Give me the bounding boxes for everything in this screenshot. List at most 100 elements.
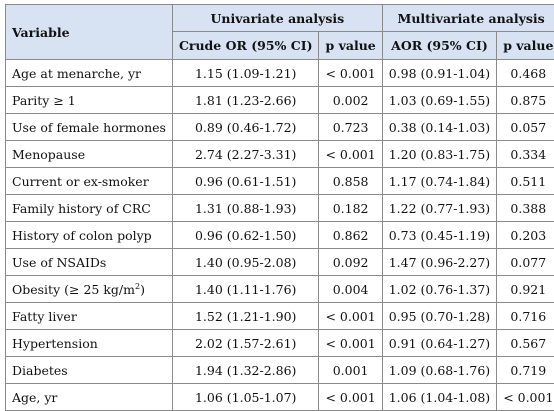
- row-variable-tail: ): [140, 282, 145, 297]
- cell-p-value-multivariate: 0.921: [497, 276, 554, 303]
- row-variable-text: Family history of CRC: [12, 201, 151, 216]
- row-variable-text: Age, yr: [12, 390, 57, 405]
- cell-crude-or: 0.96 (0.62-1.50): [172, 222, 319, 249]
- cell-crude-or: 1.52 (1.21-1.90): [172, 303, 319, 330]
- row-variable-text: Hypertension: [12, 336, 98, 351]
- cell-crude-or: 1.15 (1.09-1.21): [172, 60, 319, 87]
- row-variable-label: Age at menarche, yr: [6, 60, 173, 87]
- cell-crude-or: 1.31 (0.88-1.93): [172, 195, 319, 222]
- row-variable-label: Menopause: [6, 141, 173, 168]
- cell-p-value-multivariate: 0.203: [497, 222, 554, 249]
- table-row: Obesity (≥ 25 kg/m2)1.40 (1.11-1.76)0.00…: [6, 276, 554, 303]
- cell-p-value-univariate: 0.002: [319, 87, 382, 114]
- cell-p-value-multivariate: 0.719: [497, 357, 554, 384]
- cell-crude-or: 1.06 (1.05-1.07): [172, 384, 319, 411]
- cell-aor: 0.38 (0.14-1.03): [382, 114, 496, 141]
- cell-p-value-univariate: 0.001: [319, 357, 382, 384]
- cell-crude-or: 1.94 (1.32-2.86): [172, 357, 319, 384]
- table-header: Variable Univariate analysis Multivariat…: [6, 5, 554, 60]
- cell-p-value-multivariate: 0.511: [497, 168, 554, 195]
- cell-crude-or: 0.96 (0.61-1.51): [172, 168, 319, 195]
- row-variable-text: Use of NSAIDs: [12, 255, 106, 270]
- header-p-value-multivariate: p value: [497, 32, 554, 60]
- cell-p-value-univariate: 0.182: [319, 195, 382, 222]
- row-variable-text: Parity ≥ 1: [12, 93, 76, 108]
- cell-p-value-univariate: 0.004: [319, 276, 382, 303]
- cell-crude-or: 2.74 (2.27-3.31): [172, 141, 319, 168]
- cell-p-value-univariate: 0.092: [319, 249, 382, 276]
- cell-p-value-univariate: 0.858: [319, 168, 382, 195]
- row-variable-label: History of colon polyp: [6, 222, 173, 249]
- row-variable-label: Parity ≥ 1: [6, 87, 173, 114]
- cell-crude-or: 0.89 (0.46-1.72): [172, 114, 319, 141]
- cell-p-value-univariate: 0.862: [319, 222, 382, 249]
- cell-p-value-multivariate: 0.716: [497, 303, 554, 330]
- cell-aor: 1.47 (0.96-2.27): [382, 249, 496, 276]
- cell-p-value-multivariate: 0.388: [497, 195, 554, 222]
- cell-aor: 1.22 (0.77-1.93): [382, 195, 496, 222]
- table-row: Age at menarche, yr 1.15 (1.09-1.21)< 0.0…: [6, 60, 554, 87]
- row-variable-label: Use of female hormones: [6, 114, 173, 141]
- cell-crude-or: 1.81 (1.23-2.66): [172, 87, 319, 114]
- cell-p-value-multivariate: 0.057: [497, 114, 554, 141]
- table-row: Family history of CRC 1.31 (0.88-1.93)0.1…: [6, 195, 554, 222]
- row-variable-text: Current or ex-smoker: [12, 174, 149, 189]
- cell-aor: 1.20 (0.83-1.75): [382, 141, 496, 168]
- cell-crude-or: 2.02 (1.57-2.61): [172, 330, 319, 357]
- row-variable-label: Use of NSAIDs: [6, 249, 173, 276]
- row-variable-text: Fatty liver: [12, 309, 77, 324]
- row-variable-label: Age, yr: [6, 384, 173, 411]
- header-univariate: Univariate analysis: [172, 5, 382, 32]
- cell-crude-or: 1.40 (0.95-2.08): [172, 249, 319, 276]
- header-crude-or: Crude OR (95% CI): [172, 32, 319, 60]
- cell-aor: 1.06 (1.04-1.08): [382, 384, 496, 411]
- cell-p-value-univariate: 0.723: [319, 114, 382, 141]
- header-variable: Variable: [6, 5, 173, 60]
- row-variable-text: Age at menarche, yr: [12, 66, 141, 81]
- cell-aor: 1.17 (0.74-1.84): [382, 168, 496, 195]
- cell-aor: 0.91 (0.64-1.27): [382, 330, 496, 357]
- cell-p-value-univariate: < 0.001: [319, 60, 382, 87]
- row-variable-label: Obesity (≥ 25 kg/m2): [6, 276, 173, 303]
- header-multivariate: Multivariate analysis: [382, 5, 554, 32]
- row-variable-text: Menopause: [12, 147, 85, 162]
- row-variable-text: Use of female hormones: [12, 120, 166, 135]
- cell-aor: 0.98 (0.91-1.04): [382, 60, 496, 87]
- header-p-value-univariate: p value: [319, 32, 382, 60]
- header-aor: AOR (95% CI): [382, 32, 496, 60]
- row-variable-label: Fatty liver: [6, 303, 173, 330]
- header-row-groups: Variable Univariate analysis Multivariat…: [6, 5, 554, 32]
- row-variable-text: Diabetes: [12, 363, 68, 378]
- cell-p-value-univariate: < 0.001: [319, 330, 382, 357]
- cell-aor: 1.09 (0.68-1.76): [382, 357, 496, 384]
- cell-aor: 1.03 (0.69-1.55): [382, 87, 496, 114]
- cell-p-value-multivariate: 0.567: [497, 330, 554, 357]
- row-variable-label: Hypertension: [6, 330, 173, 357]
- row-variable-label: Current or ex-smoker: [6, 168, 173, 195]
- cell-p-value-univariate: < 0.001: [319, 384, 382, 411]
- cell-p-value-multivariate: 0.334: [497, 141, 554, 168]
- cell-crude-or: 1.40 (1.11-1.76): [172, 276, 319, 303]
- cell-p-value-multivariate: 0.468: [497, 60, 554, 87]
- row-variable-text: Obesity (≥ 25 kg/m: [12, 282, 135, 297]
- regression-table: Variable Univariate analysis Multivariat…: [5, 4, 554, 411]
- cell-p-value-univariate: < 0.001: [319, 141, 382, 168]
- row-variable-text: History of colon polyp: [12, 228, 152, 243]
- table-row: Current or ex-smoker 0.96 (0.61-1.51)0.85…: [6, 168, 554, 195]
- row-variable-label: Diabetes: [6, 357, 173, 384]
- cell-p-value-multivariate: < 0.001: [497, 384, 554, 411]
- cell-p-value-multivariate: 0.875: [497, 87, 554, 114]
- cell-aor: 1.02 (0.76-1.37): [382, 276, 496, 303]
- cell-p-value-univariate: < 0.001: [319, 303, 382, 330]
- row-variable-label: Family history of CRC: [6, 195, 173, 222]
- cell-p-value-multivariate: 0.077: [497, 249, 554, 276]
